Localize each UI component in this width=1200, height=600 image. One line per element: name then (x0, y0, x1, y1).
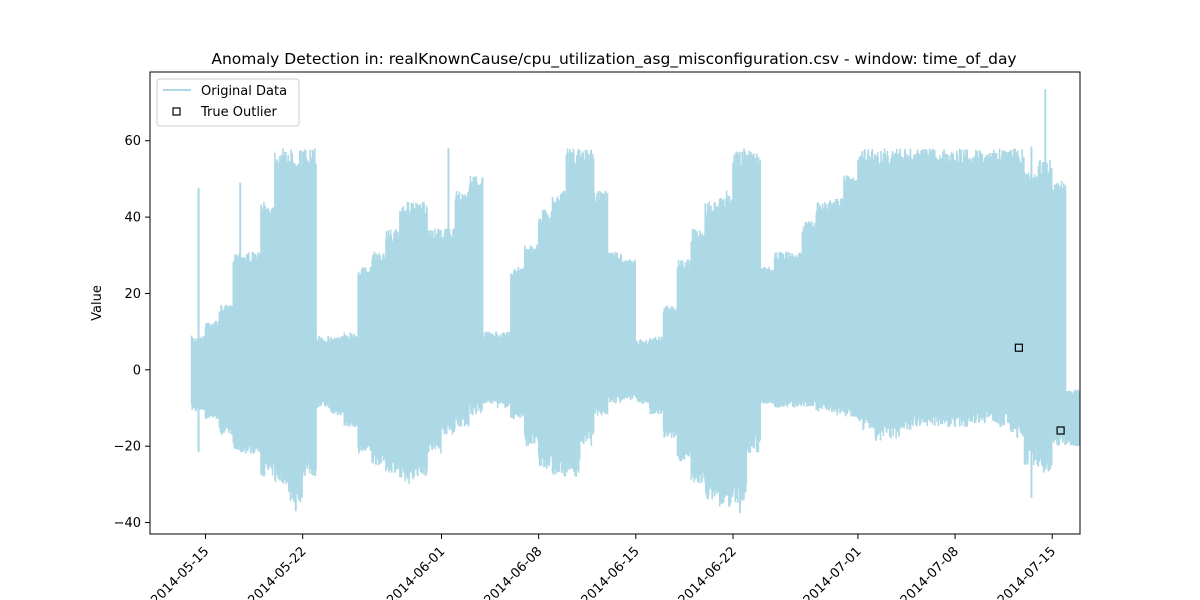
true-outlier-marker (1056, 426, 1065, 435)
y-tick-label: −20 (114, 440, 141, 455)
y-tick-label: 0 (133, 363, 141, 378)
legend-marker-swatch (172, 107, 181, 116)
data-layer (190, 89, 1080, 513)
x-axis: 2014-05-15 2014-05-22 2014-06-01 2014-06-08… (148, 534, 1059, 600)
x-tick-label: 2014-07-15 (995, 544, 1059, 600)
x-tick-label: 2014-05-22 (245, 544, 309, 600)
x-tick-label: 2014-06-22 (676, 544, 740, 600)
original-data-line (190, 148, 1080, 507)
legend-label-original-data: Original Data (201, 84, 287, 99)
y-tick-label: 20 (124, 287, 141, 302)
x-tick-label: 2014-05-15 (148, 544, 212, 600)
legend-box (156, 78, 300, 127)
x-tick-label: 2014-06-01 (384, 544, 448, 600)
y-tick-label: −40 (114, 516, 141, 531)
y-axis: −40 −20 0 20 40 60 (114, 134, 150, 531)
true-outlier-marker (1014, 343, 1024, 352)
plot-frame (149, 71, 1081, 535)
x-tick-label: 2014-07-08 (898, 544, 962, 600)
x-tick-label: 2014-06-15 (579, 544, 643, 600)
y-axis-label: Value (90, 285, 105, 321)
legend: Original Data True Outlier (156, 78, 300, 127)
y-tick-label: 40 (124, 211, 141, 226)
x-tick-label: 2014-07-01 (801, 544, 865, 600)
x-tick-label: 2014-06-08 (481, 544, 545, 600)
legend-label-true-outlier: True Outlier (200, 105, 278, 120)
y-tick-label: 60 (124, 134, 141, 149)
chart-title: Anomaly Detection in: realKnownCause/cpu… (211, 50, 1016, 69)
